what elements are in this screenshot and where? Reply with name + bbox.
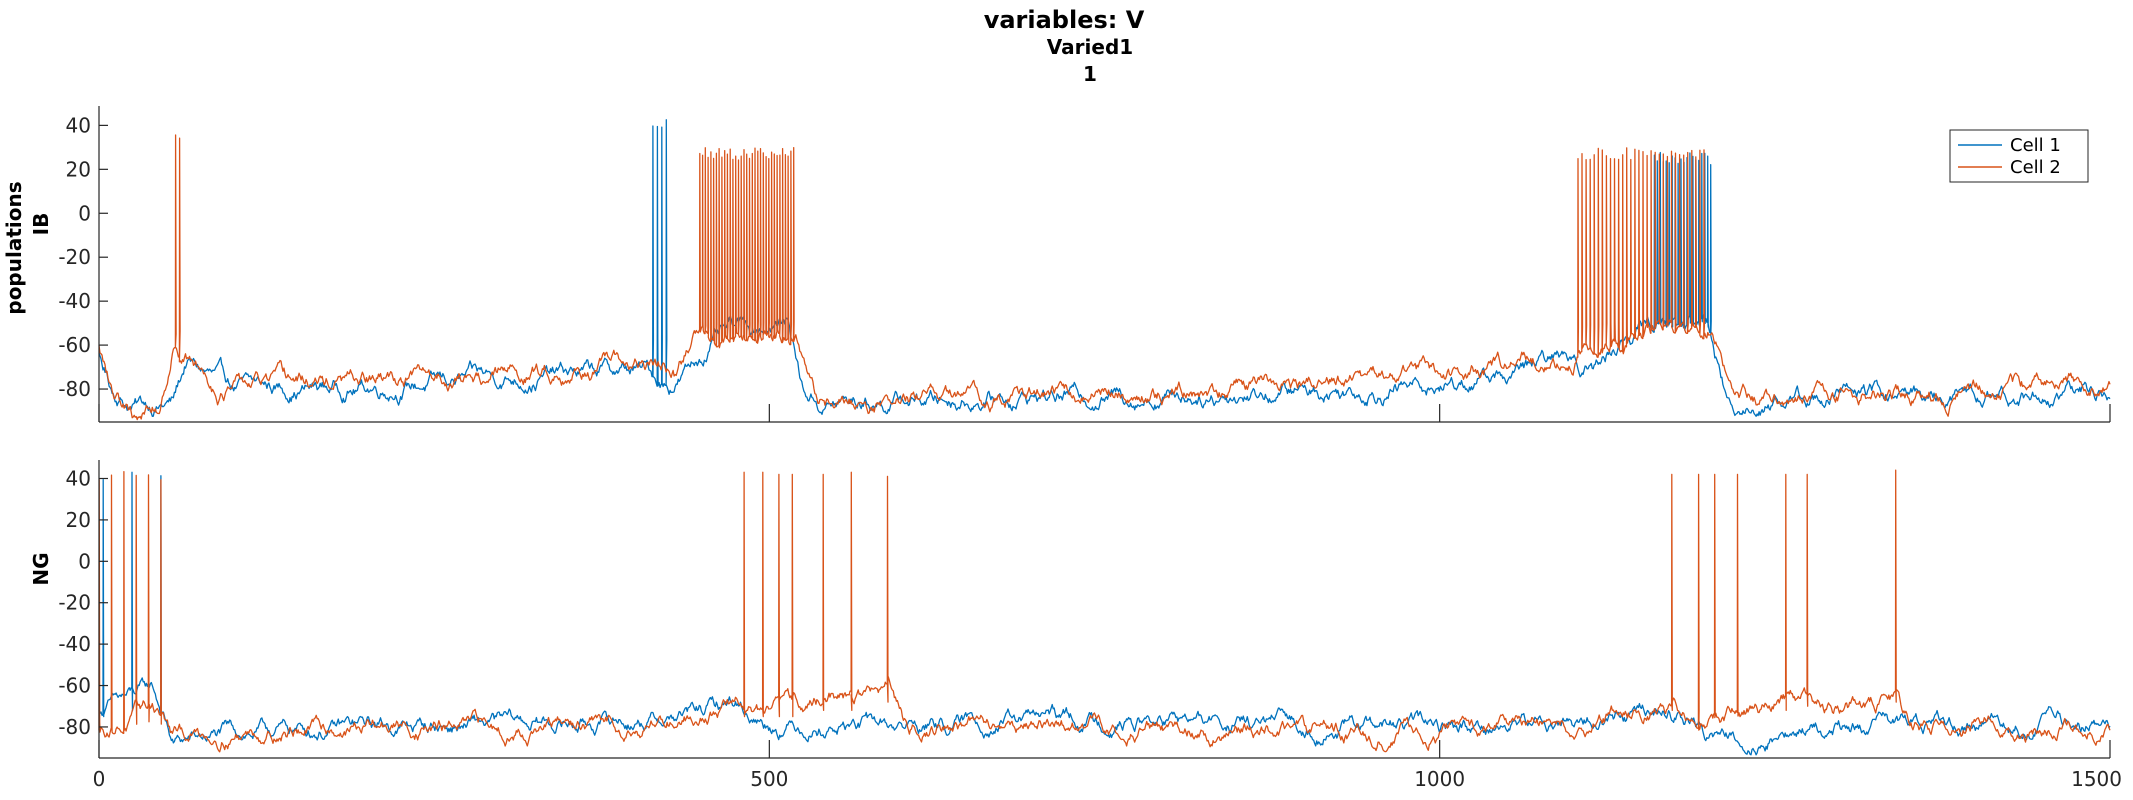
y-tick-label: -20 — [58, 245, 91, 269]
legend-label: Cell 2 — [2010, 157, 2061, 178]
series-line-cell-2 — [98, 134, 2111, 421]
x-tick-label: 500 — [750, 767, 788, 791]
x-tick-label: 1000 — [1414, 767, 1465, 791]
legend-label: Cell 1 — [2010, 135, 2061, 156]
y-tick-label: 40 — [66, 113, 91, 137]
y-tick-label: -40 — [58, 289, 91, 313]
figure-subtitle-varied: Varied1 — [1047, 35, 1133, 59]
y-axis-label-line2: IB — [29, 213, 53, 236]
legend-box — [1949, 129, 2089, 183]
x-tick-label: 0 — [93, 767, 106, 791]
y-tick-label: -80 — [58, 377, 91, 401]
series-line-cell-1 — [98, 471, 2111, 756]
y-tick-label: -80 — [58, 715, 91, 739]
y-tick-label: -20 — [58, 591, 91, 615]
y-axis-label-line2: NG — [29, 552, 53, 585]
y-tick-label: 20 — [66, 508, 91, 532]
y-tick-label: 40 — [66, 466, 91, 490]
panel-ib: 40 20 0 -20 -40 -60 -80 populations IB Cell 1Cell… — [2, 106, 2111, 423]
figure-subtitle-value: 1 — [1083, 62, 1097, 86]
panel-ng: 40 20 0 -20 -40 -60 -80 0 500 1000 1500 NG — [29, 460, 2122, 791]
y-tick-label: 0 — [78, 201, 91, 225]
series-line-cell-1 — [98, 119, 2111, 417]
figure-title: variables: V — [984, 6, 1145, 34]
y-tick-label: -60 — [58, 333, 91, 357]
series-line-cell-2 — [98, 469, 2111, 753]
y-tick-label: -60 — [58, 674, 91, 698]
x-tick-label: 1500 — [2071, 767, 2122, 791]
y-tick-label: 0 — [78, 549, 91, 573]
y-axis-label-line1: populations — [2, 181, 26, 314]
y-tick-label: -40 — [58, 632, 91, 656]
y-tick-label: 20 — [66, 157, 91, 181]
